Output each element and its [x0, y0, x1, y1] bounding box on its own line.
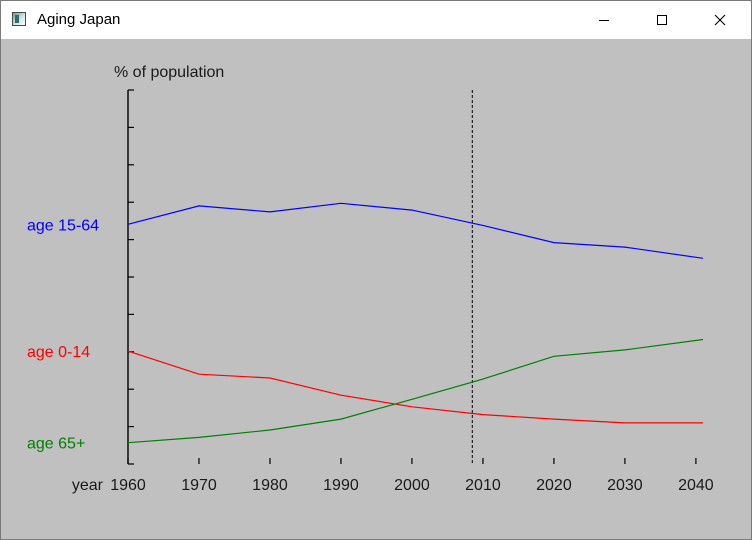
legend-label-age-65-: age 65+ — [27, 436, 85, 453]
close-icon — [714, 14, 726, 26]
chart-area: % of population year 1960 1970 1980 1990 200… — [1, 39, 751, 539]
x-tick-label: 1990 — [323, 477, 359, 494]
legend-label-age-0-14: age 0-14 — [27, 344, 90, 361]
legend-label-age-15-64: age 15-64 — [27, 217, 99, 234]
x-tick-label: 1970 — [181, 477, 217, 494]
x-tick-label: 1960 — [110, 477, 146, 494]
app-window-icon — [12, 12, 26, 26]
line-chart: % of population year 1960 1970 1980 1990 200… — [27, 64, 714, 494]
series-line-age-15-64 — [127, 202, 704, 259]
x-axis-label: year — [72, 477, 104, 494]
window-title: Aging Japan — [37, 11, 121, 28]
x-tick-label: 2010 — [465, 477, 501, 494]
x-tick-label: 2000 — [394, 477, 430, 494]
y-axis-label: % of population — [114, 64, 224, 81]
series-line-age-0-14 — [127, 350, 703, 424]
close-button[interactable] — [691, 1, 749, 39]
minimize-button[interactable] — [575, 1, 633, 39]
maximize-icon — [657, 15, 667, 25]
x-tick-label: 1980 — [252, 477, 288, 494]
series-line-age-65- — [127, 338, 704, 444]
maximize-button[interactable] — [633, 1, 691, 39]
x-tick-label: 2030 — [607, 477, 643, 494]
x-tick-label: 2020 — [536, 477, 572, 494]
title-bar[interactable]: Aging Japan — [1, 1, 751, 39]
x-tick-label: 2040 — [678, 477, 714, 494]
minimize-icon — [599, 20, 609, 21]
